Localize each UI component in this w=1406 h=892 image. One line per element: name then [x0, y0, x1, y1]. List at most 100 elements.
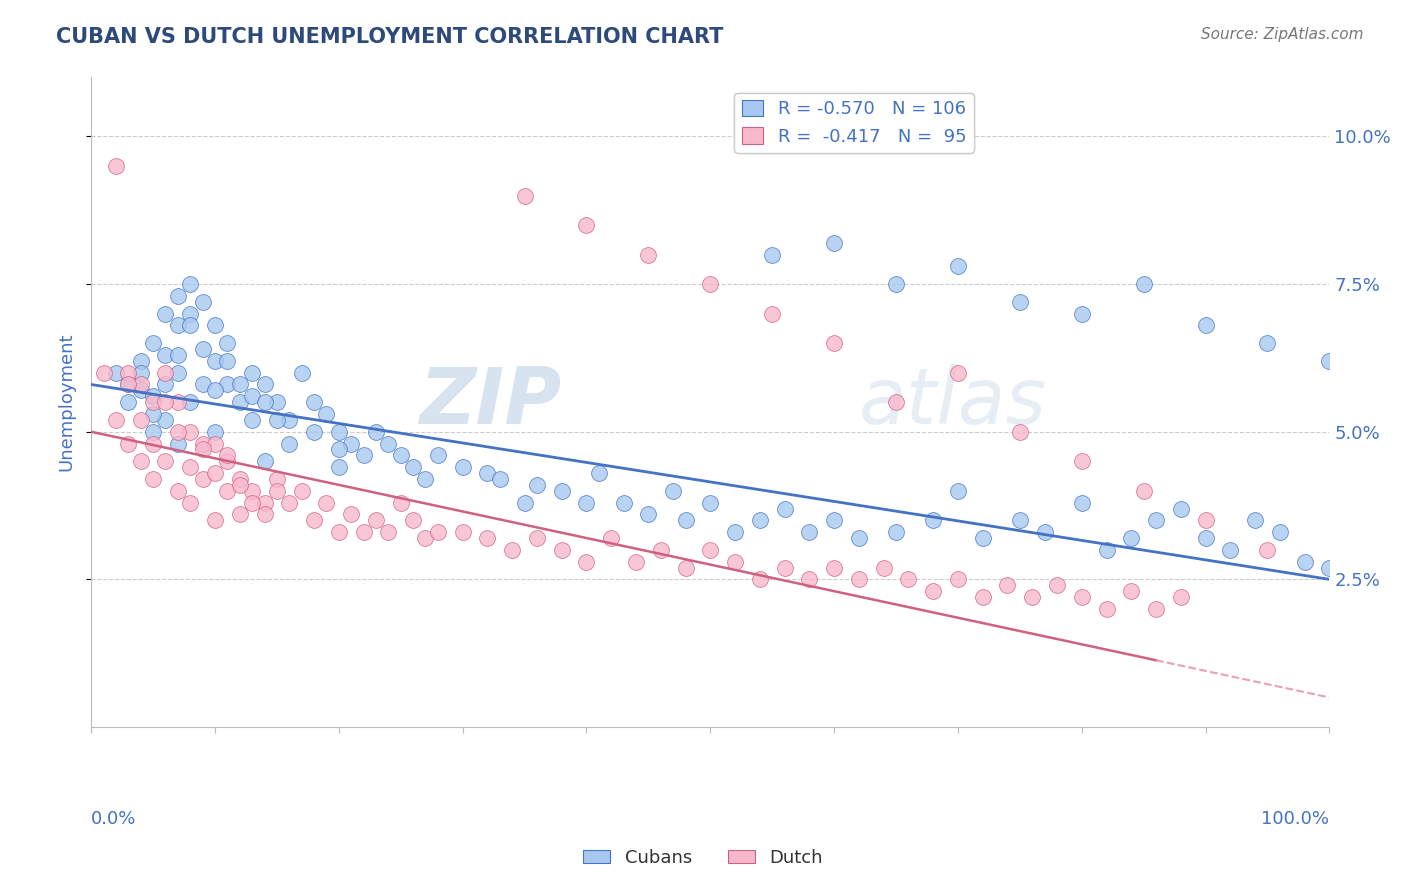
Point — [1070, 495, 1092, 509]
Point — [302, 425, 325, 439]
Point — [1121, 584, 1143, 599]
Point — [1170, 501, 1192, 516]
Point — [204, 318, 226, 333]
Point — [166, 425, 188, 439]
Point — [884, 277, 907, 292]
Point — [402, 460, 425, 475]
Point — [253, 495, 276, 509]
Point — [773, 560, 796, 574]
Point — [724, 555, 747, 569]
Point — [364, 513, 387, 527]
Point — [166, 366, 188, 380]
Point — [291, 483, 314, 498]
Point — [166, 318, 188, 333]
Point — [191, 436, 214, 450]
Point — [204, 436, 226, 450]
Point — [922, 584, 945, 599]
Y-axis label: Unemployment: Unemployment — [58, 333, 75, 472]
Point — [204, 513, 226, 527]
Point — [1256, 542, 1278, 557]
Point — [451, 525, 474, 540]
Point — [179, 318, 201, 333]
Point — [1319, 354, 1341, 368]
Point — [353, 448, 375, 462]
Point — [1194, 318, 1216, 333]
Point — [266, 395, 288, 409]
Point — [142, 395, 165, 409]
Point — [884, 525, 907, 540]
Point — [848, 573, 870, 587]
Point — [155, 366, 177, 380]
Point — [1194, 513, 1216, 527]
Point — [229, 395, 252, 409]
Point — [1132, 277, 1154, 292]
Point — [266, 472, 288, 486]
Point — [377, 436, 399, 450]
Point — [240, 483, 263, 498]
Point — [699, 542, 721, 557]
Point — [451, 460, 474, 475]
Point — [972, 590, 994, 604]
Point — [240, 413, 263, 427]
Point — [1144, 602, 1167, 616]
Point — [315, 407, 337, 421]
Point — [488, 472, 510, 486]
Point — [389, 448, 412, 462]
Point — [1008, 294, 1031, 309]
Point — [513, 495, 536, 509]
Point — [897, 573, 920, 587]
Point — [675, 560, 697, 574]
Point — [823, 560, 845, 574]
Point — [662, 483, 685, 498]
Point — [1319, 560, 1341, 574]
Point — [191, 342, 214, 356]
Point — [155, 348, 177, 362]
Point — [1132, 483, 1154, 498]
Point — [1095, 542, 1118, 557]
Legend: Cubans, Dutch: Cubans, Dutch — [576, 842, 830, 874]
Point — [353, 525, 375, 540]
Point — [328, 460, 350, 475]
Point — [253, 395, 276, 409]
Point — [748, 573, 770, 587]
Point — [204, 425, 226, 439]
Point — [477, 531, 499, 545]
Point — [823, 235, 845, 250]
Point — [179, 460, 201, 475]
Point — [575, 495, 598, 509]
Point — [823, 513, 845, 527]
Point — [1144, 513, 1167, 527]
Point — [129, 377, 152, 392]
Point — [240, 495, 263, 509]
Point — [104, 159, 127, 173]
Point — [946, 366, 969, 380]
Point — [946, 573, 969, 587]
Point — [229, 377, 252, 392]
Point — [1244, 513, 1267, 527]
Point — [166, 395, 188, 409]
Point — [179, 277, 201, 292]
Point — [1219, 542, 1241, 557]
Point — [117, 377, 139, 392]
Point — [179, 425, 201, 439]
Point — [117, 377, 139, 392]
Point — [1070, 590, 1092, 604]
Point — [266, 483, 288, 498]
Point — [761, 247, 783, 261]
Point — [872, 560, 894, 574]
Point — [799, 525, 821, 540]
Point — [637, 508, 659, 522]
Point — [217, 354, 239, 368]
Point — [142, 407, 165, 421]
Point — [526, 531, 548, 545]
Point — [217, 483, 239, 498]
Point — [155, 307, 177, 321]
Point — [699, 495, 721, 509]
Point — [142, 389, 165, 403]
Point — [229, 472, 252, 486]
Point — [588, 466, 610, 480]
Point — [278, 436, 301, 450]
Point — [328, 525, 350, 540]
Point — [1121, 531, 1143, 545]
Point — [675, 513, 697, 527]
